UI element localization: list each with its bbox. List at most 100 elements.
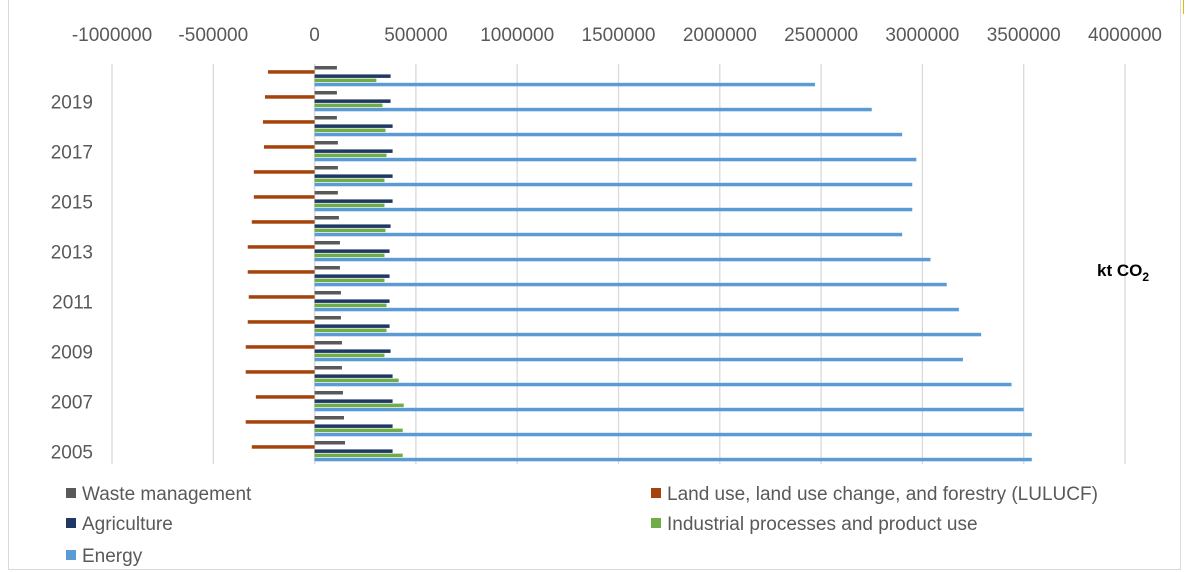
bar [314, 282, 947, 287]
bar [314, 241, 340, 245]
y-tick-label: 2005 [51, 443, 93, 464]
y-tick-label: 2009 [51, 343, 93, 364]
bar [314, 224, 391, 228]
bar [248, 295, 315, 299]
bar [314, 266, 340, 270]
bar [314, 291, 341, 295]
bar [314, 274, 390, 278]
bar [314, 424, 393, 428]
x-tick-label: -500000 [178, 25, 248, 46]
x-axis-tick-labels: -1000000 -500000 0 500000 1000000 1500000 2000… [72, 25, 1162, 46]
bar [314, 328, 387, 333]
bar [314, 66, 337, 70]
bar [314, 166, 338, 170]
bar [314, 428, 403, 433]
bar [247, 270, 315, 274]
bar [314, 316, 341, 320]
bar [314, 128, 386, 133]
bars [245, 66, 1032, 462]
bar [314, 366, 342, 370]
legend-label: Agriculture [82, 514, 173, 535]
y-tick-label: 2019 [51, 93, 93, 114]
bar [314, 416, 344, 420]
legend-label: Energy [82, 546, 143, 567]
bar [314, 378, 399, 383]
bar [314, 78, 377, 83]
x-tick-label: -1000000 [72, 25, 152, 46]
x-tick-label: 0 [309, 25, 320, 46]
chart-frame [8, 0, 1181, 570]
legend-swatch [66, 518, 76, 528]
bar [314, 407, 1024, 412]
bar [314, 353, 385, 358]
bar [314, 228, 386, 233]
bar [251, 220, 315, 224]
y-tick-label: 2007 [51, 393, 93, 414]
bar [268, 70, 315, 74]
bar [314, 457, 1032, 462]
y-tick-label: 2015 [51, 193, 93, 214]
corner-accent-mark [1183, 0, 1184, 14]
gridlines [111, 64, 1126, 464]
unit-label: kt CO2 [1097, 261, 1149, 284]
bar [314, 299, 390, 303]
bar [314, 174, 393, 178]
y-tick-label: 2013 [51, 243, 93, 264]
bar [314, 216, 339, 220]
x-tick-label: 2000000 [683, 25, 757, 46]
bar [314, 74, 391, 78]
bar [314, 357, 963, 362]
bar [253, 195, 315, 199]
bar [314, 99, 391, 103]
bar [314, 207, 913, 212]
x-tick-label: 2500000 [784, 25, 858, 46]
bar [253, 170, 315, 174]
bar [314, 199, 393, 203]
bar [245, 420, 315, 424]
bar [314, 391, 343, 395]
x-tick-label: 4000000 [1088, 25, 1162, 46]
bar [314, 382, 1012, 387]
bar [314, 432, 1032, 437]
bar [262, 120, 315, 124]
x-tick-label: 1000000 [480, 25, 554, 46]
bar [314, 203, 385, 208]
bar [314, 178, 385, 183]
bar [247, 245, 315, 249]
legend-swatch [651, 518, 661, 528]
y-tick-label: 2011 [52, 293, 93, 314]
bar [314, 449, 393, 453]
bar [314, 341, 342, 345]
legend-swatch [651, 488, 661, 498]
bar [314, 149, 393, 153]
bar [314, 103, 383, 108]
y-axis-tick-labels: 2005 2007 2009 2011 2013 2015 2017 2019 [51, 93, 93, 464]
bar [314, 153, 387, 158]
bar [314, 182, 913, 187]
legend-swatch [66, 488, 76, 498]
unit-label-text: kt CO [1097, 261, 1142, 280]
bar [314, 307, 959, 312]
bar [314, 232, 903, 237]
bar [314, 124, 393, 128]
bar [314, 82, 816, 87]
bar [314, 132, 903, 137]
bar [247, 320, 315, 324]
x-tick-label: 1500000 [582, 25, 656, 46]
legend: Waste management Land use, land use chang… [66, 484, 1098, 567]
unit-label-subscript: 2 [1142, 270, 1149, 284]
bar [314, 349, 391, 353]
bar [314, 403, 404, 408]
bar [314, 141, 338, 145]
bar [314, 441, 345, 445]
bar [245, 370, 315, 374]
x-tick-label: 500000 [384, 25, 447, 46]
bar [314, 374, 393, 378]
x-tick-label: 3500000 [987, 25, 1061, 46]
bar [314, 91, 337, 95]
legend-label: Waste management [82, 484, 252, 505]
bar [314, 257, 931, 262]
bar [255, 395, 315, 399]
bar [251, 445, 315, 449]
